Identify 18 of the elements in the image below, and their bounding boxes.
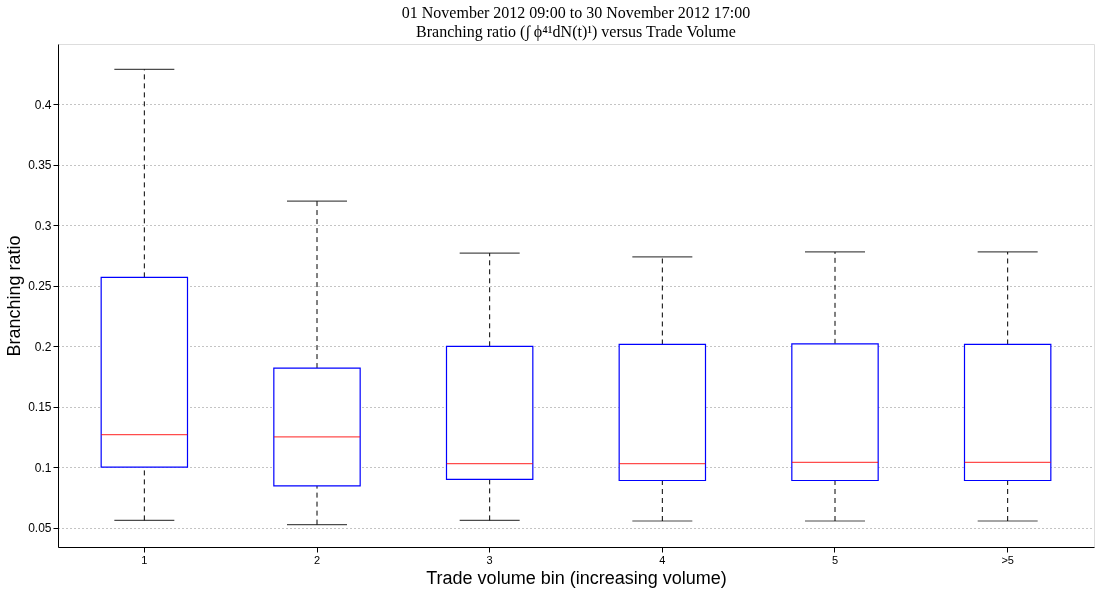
- y-tick-label: 0.35: [28, 158, 52, 173]
- x-tick-label: 4: [659, 553, 666, 566]
- y-tick-label: 0.2: [34, 339, 52, 354]
- x-tick-label: 3: [486, 553, 493, 566]
- x-axis-title: Trade volume bin (increasing volume): [426, 567, 727, 588]
- x-tick-label: >5: [1001, 553, 1014, 566]
- y-tick-label: 0.05: [28, 521, 52, 536]
- y-tick-label: 0.15: [28, 400, 52, 415]
- chart-title: 01 November 2012 09:00 to 30 November 2012 17:00: [401, 4, 751, 21]
- y-axis-title: Branching ratio: [4, 235, 25, 357]
- x-tick-label: 1: [141, 553, 148, 566]
- y-tick-label: 0.3: [34, 218, 52, 233]
- y-tick-label: 0.4: [34, 97, 52, 112]
- chart-subtitle: Branching ratio (∫ ϕ⁴¹dN(t)¹) versus Trade Volume: [416, 23, 736, 42]
- x-tick-label: 2: [313, 553, 321, 566]
- y-tick-label: 0.25: [28, 279, 52, 294]
- x-tick-label: 5: [831, 553, 839, 566]
- y-tick-label: 0.1: [34, 460, 52, 475]
